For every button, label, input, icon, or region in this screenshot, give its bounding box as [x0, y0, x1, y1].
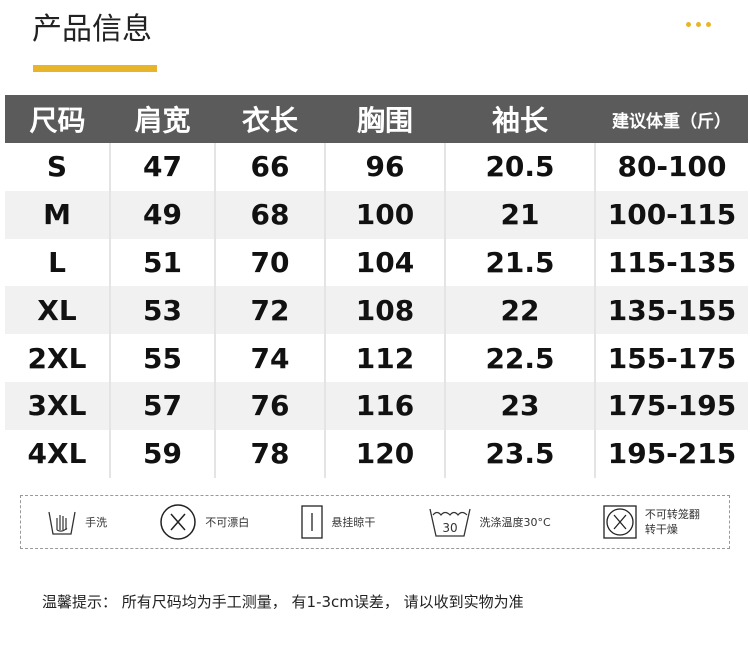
table-cell: XL: [5, 286, 111, 335]
table-cell: L: [5, 238, 111, 287]
table-cell: 47: [110, 143, 216, 191]
table-cell: 100-115: [595, 190, 748, 239]
table-cell: 3XL: [5, 381, 111, 430]
table-cell: 96: [325, 143, 446, 191]
no-bleach-icon: [160, 504, 196, 540]
table-cell: 23: [445, 381, 596, 430]
care-label: 悬挂晾干: [331, 516, 376, 529]
table-cell: 120: [325, 429, 446, 478]
table-row: L 51 70 104 21.5 115-135: [5, 238, 748, 287]
care-instructions: 手洗 不可漂白 悬挂晾干 30 洗涤温度30°C 不可转笼翻转干燥: [20, 495, 730, 549]
care-label: 不可漂白: [205, 516, 250, 529]
table-cell: 49: [110, 190, 216, 239]
table-cell: 100: [325, 190, 446, 239]
care-label: 洗涤温度30°C: [479, 516, 551, 529]
table-cell: 74: [215, 334, 326, 382]
table-cell: 55: [110, 334, 216, 382]
hang-dry-icon: [301, 505, 324, 539]
wash-30-icon: 30: [428, 508, 471, 537]
table-cell: 21.5: [445, 238, 596, 287]
table-cell: 76: [215, 381, 326, 430]
table-cell: 155-175: [607, 341, 737, 375]
care-label: 不可转笼翻转干燥: [644, 508, 700, 536]
table-cell: M: [5, 190, 111, 239]
table-cell: 115-135: [607, 245, 737, 279]
table-cell: 108: [325, 286, 446, 335]
table-cell: 53: [110, 286, 216, 335]
column-header: 衣长: [241, 104, 298, 137]
care-label: 手洗: [85, 516, 108, 529]
table-cell: 72: [215, 286, 326, 335]
column-header: 尺码: [29, 104, 86, 137]
table-row: 2XL 55 74 112 22.5 155-175: [5, 334, 748, 382]
care-item: 不可漂白: [159, 503, 249, 541]
page-title: 产品信息: [32, 12, 152, 47]
table-cell: 21: [445, 190, 596, 239]
svg-text:30: 30: [442, 521, 457, 535]
table-cell: 68: [215, 190, 326, 239]
column-header: 肩宽: [134, 104, 191, 137]
table-cell: 22: [445, 286, 596, 335]
care-item: 30 洗涤温度30°C: [428, 506, 551, 538]
table-row: S 47 66 96 20.5 80-100: [5, 143, 748, 191]
table-cell: 112: [325, 334, 446, 382]
table-cell: 22.5: [445, 334, 596, 382]
table-cell: 66: [215, 143, 326, 191]
title-underline: [33, 65, 157, 72]
table-cell: 2XL: [5, 334, 111, 382]
table-row: 3XL 57 76 116 23 175-195: [5, 381, 748, 430]
table-cell: 20.5: [445, 143, 596, 191]
table-cell: 57: [110, 381, 216, 430]
table-cell: 51: [110, 238, 216, 287]
column-header: 胸围: [356, 104, 413, 137]
table-cell: 4XL: [5, 429, 111, 478]
hand-wash-icon: [48, 511, 76, 535]
column-header: 建议体重（斤）: [612, 111, 731, 132]
table-cell: 80-100: [617, 150, 727, 184]
measurement-note: 温馨提示： 所有尺码均为手工测量， 有1-3cm误差， 请以收到实物为准: [42, 593, 524, 611]
table-header: 尺码 肩宽 衣长 胸围 袖长 建议体重（斤）: [5, 95, 748, 143]
table-cell: 23.5: [445, 429, 596, 478]
care-item: 手洗: [47, 508, 107, 536]
more-dots-icon: [686, 22, 711, 27]
table-cell: 70: [215, 238, 326, 287]
table-cell: 59: [110, 429, 216, 478]
care-item: 不可转笼翻转干燥: [603, 505, 703, 539]
table-row: 4XL 59 78 120 23.5 195-215: [5, 429, 748, 478]
care-item: 悬挂晾干: [301, 505, 375, 539]
table-cell: 175-195: [595, 381, 748, 430]
column-header: 袖长: [491, 104, 548, 137]
table-cell: 78: [215, 429, 326, 478]
table-cell: 116: [325, 381, 446, 430]
table-row: XL 53 72 108 22 135-155: [5, 286, 748, 335]
table-cell: 135-155: [595, 286, 748, 335]
table-cell: S: [5, 143, 111, 191]
size-table: 尺码 肩宽 衣长 胸围 袖长 建议体重（斤） S 47 66 96 20.5 80-100 M 49 68…: [5, 95, 748, 478]
table-cell: 195-215: [607, 437, 737, 471]
table-row: M 49 68 100 21 100-115: [5, 190, 748, 239]
no-tumble-dry-icon: [603, 505, 637, 539]
table-cell: 104: [325, 238, 446, 287]
